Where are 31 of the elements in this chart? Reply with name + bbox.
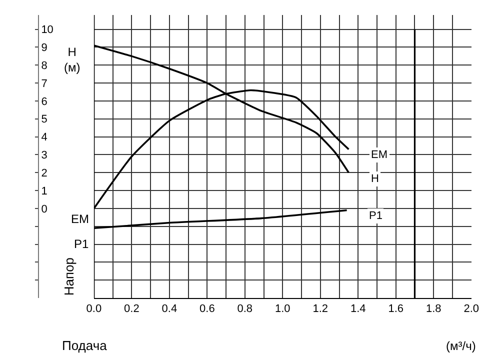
y-tick-label: 0	[41, 203, 48, 216]
y-axis-title: H (м)	[64, 45, 80, 75]
x-tick-label: 0.0	[86, 303, 102, 316]
x-tick-label: 2.0	[464, 303, 479, 316]
text: EM	[371, 149, 388, 161]
x-tick-label: 1.4	[350, 303, 366, 316]
y-tick-label: 8	[41, 60, 48, 72]
y-tick-label: 9	[41, 42, 48, 54]
x-tick-label: 1.2	[312, 303, 328, 316]
x-tick-label: 0.8	[237, 303, 253, 316]
y-tick-label: 7	[41, 78, 48, 90]
x-tick-label: 1.8	[426, 303, 442, 316]
text: EM	[71, 212, 90, 226]
text: Напор	[62, 257, 77, 296]
text: H	[371, 173, 379, 185]
y-tick-label: 2	[41, 167, 48, 180]
y-tick-label: 6	[41, 96, 48, 108]
x-axis-title: Подача	[62, 338, 108, 353]
y-tick-label: 1	[41, 185, 48, 198]
x-tick-label: 0.4	[162, 303, 178, 316]
x-tick-label: 0.6	[200, 303, 215, 316]
text: (м³/ч)	[446, 339, 476, 353]
text: P1	[74, 237, 90, 251]
x-tick-label: 1.0	[274, 303, 290, 316]
x-tick-label: 0.2	[124, 303, 140, 316]
y-tick-label: 10	[41, 24, 54, 36]
x-tick-label: 1.6	[388, 303, 404, 316]
y-tick-label: 3	[41, 150, 48, 162]
y-tick-label: 4	[41, 132, 48, 144]
text: P1	[369, 210, 382, 222]
y-tick-label: 5	[41, 114, 48, 126]
